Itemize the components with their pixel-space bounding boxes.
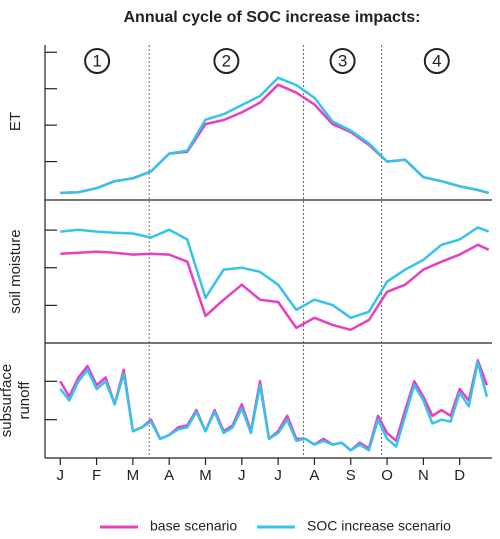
- annotation: 1: [92, 51, 101, 70]
- y-axis-label: soil moisture: [7, 229, 24, 313]
- annotation-circle: [329, 48, 356, 74]
- y-axis-label: subsurface: [0, 364, 15, 437]
- y-axis-label: ET: [7, 112, 24, 131]
- annotation: 4: [432, 51, 441, 70]
- legend-label: base scenario: [150, 518, 237, 534]
- x-tick-label: M: [127, 467, 140, 484]
- x-tick-label: M: [199, 467, 212, 484]
- x-tick-label: S: [346, 467, 356, 484]
- x-tick-label: F: [92, 467, 101, 484]
- annotation: 3: [338, 51, 347, 70]
- x-tick-label: N: [418, 467, 429, 484]
- series-line: [60, 76, 490, 195]
- annotation-circle: [84, 48, 111, 74]
- x-tick-label: J: [238, 467, 246, 484]
- x-tick-label: J: [57, 467, 65, 484]
- legend-label: SOC increase scenario: [307, 518, 451, 534]
- x-tick-label: A: [309, 467, 319, 484]
- x-tick-label: D: [454, 467, 465, 484]
- series-line: [59, 360, 489, 452]
- series-line: [60, 226, 490, 320]
- annotation-circle: [213, 48, 240, 74]
- x-tick-label: O: [381, 467, 393, 484]
- series-line: [60, 243, 490, 332]
- x-tick-label: J: [274, 467, 282, 484]
- y-axis-label: runoff: [16, 381, 33, 420]
- annotation-circle: [423, 48, 450, 74]
- x-tick-label: A: [164, 467, 174, 484]
- chart-title: Annual cycle of SOC increase impacts:: [124, 9, 421, 26]
- annotation: 2: [222, 51, 231, 70]
